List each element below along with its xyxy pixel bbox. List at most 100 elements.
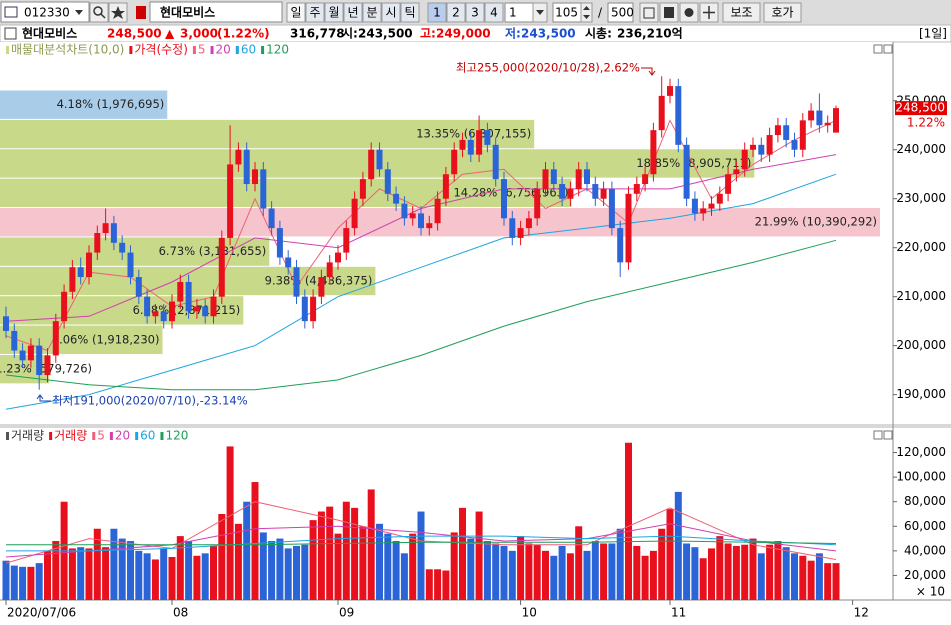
volume-bar <box>276 538 284 600</box>
candle-body <box>318 277 325 297</box>
legend-label: 5 <box>97 429 105 443</box>
volume-bar <box>608 543 616 600</box>
overlay-layer: 일 주 월 년 분 시 틱 1 2 3 4 보조 호가190,000200,000210,000220,… <box>5 2 947 620</box>
volume-layer: 거래량 거래량 5 20 60 120 <box>2 429 840 600</box>
price-layer: 1.23% (579,726)4.06% (1,918,230)6.08% (2… <box>0 43 880 410</box>
volume-bar <box>93 528 101 600</box>
candle-body <box>741 149 748 170</box>
candle-body <box>833 108 839 133</box>
volume-bar <box>309 520 317 600</box>
candle-body <box>3 316 9 331</box>
volume-bar <box>392 541 400 600</box>
volume-bar <box>459 507 466 600</box>
y-tick-label: 80,000 <box>904 494 946 508</box>
legend-label: 거래량 <box>54 429 87 443</box>
candle-body <box>517 228 524 238</box>
low-label: 저: <box>505 26 521 41</box>
candle-body <box>227 164 234 238</box>
number-button[interactable] <box>484 2 504 23</box>
candle-body <box>169 301 175 322</box>
candle-body <box>600 188 607 199</box>
toolbar-button[interactable] <box>763 2 802 23</box>
legend-marker <box>192 46 196 54</box>
candle-body <box>160 311 167 322</box>
y-tick-label: 210,000 <box>896 289 946 303</box>
candle-body <box>260 169 267 209</box>
volume-bar <box>110 528 118 600</box>
open-value: 243,500 <box>358 27 413 41</box>
candle-body <box>310 296 317 322</box>
high-label: 고: <box>420 27 436 41</box>
toolbar-button-label: 호가 <box>771 6 793 20</box>
candle-body <box>733 169 740 175</box>
minimize-button[interactable] <box>873 430 883 440</box>
volume-bar <box>782 547 790 600</box>
volume-bar <box>127 541 134 600</box>
candle-body <box>61 291 68 322</box>
volume-bar <box>193 555 201 600</box>
candle-body <box>268 208 275 229</box>
volume-profile-label: 13.35% (6,307,155) <box>416 127 531 141</box>
volume-profile-band <box>0 178 572 208</box>
volume-bar <box>550 555 558 600</box>
checkbox[interactable] <box>4 27 17 40</box>
candle-body <box>758 144 765 155</box>
volume-bar <box>226 446 234 600</box>
period-button[interactable] <box>305 2 325 23</box>
period-button[interactable] <box>400 2 420 23</box>
period-button[interactable] <box>324 2 344 23</box>
candle-body <box>592 184 599 199</box>
open-label: 시: <box>342 27 358 41</box>
volume-bar <box>766 544 774 600</box>
period-button[interactable] <box>381 2 401 23</box>
search-icon <box>100 13 106 19</box>
volume-bar <box>85 548 93 600</box>
candle-body <box>285 257 292 268</box>
legend-marker <box>261 46 265 54</box>
candle-body <box>27 345 34 361</box>
number-button[interactable] <box>427 2 447 23</box>
info-cap: 시총: 236,210억 <box>585 26 683 41</box>
volume-bar <box>625 442 632 600</box>
period-button[interactable] <box>286 2 306 23</box>
info-name: 현대모비스 <box>22 26 77 41</box>
info-change: 3,000 <box>180 27 218 41</box>
candle-body <box>716 193 723 204</box>
tool-button[interactable] <box>639 2 659 23</box>
dropdown-arrow[interactable] <box>75 10 83 15</box>
volume-bar <box>293 545 300 600</box>
candle-body <box>584 169 590 185</box>
close-button[interactable] <box>883 430 893 440</box>
info-change-pct: (1.22%) <box>217 27 270 41</box>
info-volume: 316,778 <box>290 27 345 41</box>
candle-body <box>210 296 217 317</box>
volume-bar <box>575 526 583 600</box>
toolbar-button[interactable] <box>722 2 761 23</box>
number-button[interactable] <box>446 2 466 23</box>
code-box[interactable] <box>0 1 90 23</box>
volume-bar <box>832 563 840 600</box>
candle-body <box>791 139 798 150</box>
volume-profile-band <box>0 90 168 119</box>
candle-body <box>774 125 781 136</box>
panel-divider <box>0 424 951 428</box>
candle-body <box>144 296 151 317</box>
number-button[interactable] <box>465 2 485 23</box>
volume-bar <box>799 555 807 600</box>
search-button[interactable] <box>89 2 109 23</box>
close-button[interactable] <box>883 44 893 54</box>
code-icon <box>4 6 18 18</box>
cap-label: 시총: <box>585 26 612 41</box>
info-arrow: ▲ <box>165 27 175 41</box>
period-button[interactable] <box>362 2 382 23</box>
candle-body <box>683 144 690 199</box>
candle-body <box>824 122 831 126</box>
volume-bar <box>52 541 60 600</box>
y-tick-label: 240,000 <box>896 142 946 156</box>
period-label: 틱 <box>404 6 415 20</box>
volume-bar <box>467 538 475 600</box>
count-spinner[interactable] <box>580 2 593 23</box>
volume-bar <box>143 553 151 600</box>
period-button[interactable] <box>343 2 363 23</box>
minimize-button[interactable] <box>873 44 883 54</box>
